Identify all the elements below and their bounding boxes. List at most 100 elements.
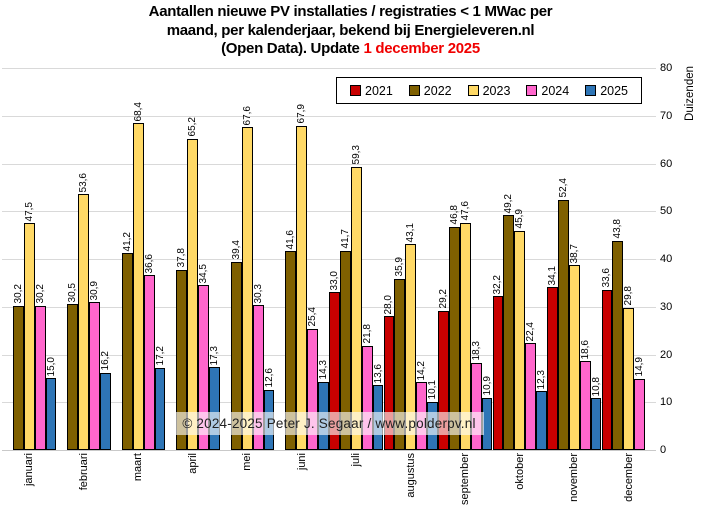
bar-2021-juli <box>329 292 340 450</box>
month-label-oktober: oktober <box>513 453 526 490</box>
month-label-maart: maart <box>132 453 145 482</box>
bar-value-label: 67,6 <box>241 105 253 126</box>
bar-2021-december <box>601 289 613 450</box>
bar-2023-april <box>187 138 199 450</box>
bar-2025-februari <box>100 372 111 450</box>
bar-2024-januari <box>34 305 46 450</box>
month-label-augustus: augustus <box>404 453 417 498</box>
legend-swatch-2025 <box>585 85 597 96</box>
bar-value-label: 14,2 <box>416 360 428 381</box>
bar-2021-augustus <box>383 316 395 450</box>
bar-2023-november <box>568 265 580 450</box>
bar-2022-juni <box>285 251 297 450</box>
bar-value-label: 15,0 <box>45 356 57 377</box>
bar-2022-februari <box>67 304 79 450</box>
bar-value-label: 30,2 <box>34 284 46 304</box>
bar-value-label: 17,2 <box>154 346 166 366</box>
bar-value-label: 53,6 <box>78 172 90 193</box>
bar-value-label: 12,3 <box>536 369 548 390</box>
bar-value-label: 13,6 <box>372 363 384 384</box>
bar-value-label: 36,6 <box>143 253 155 274</box>
gridline-50 <box>2 211 656 213</box>
bar-value-label: 68,4 <box>132 101 144 122</box>
bar-2025-maart <box>154 367 166 450</box>
bar-2023-juni <box>296 125 308 450</box>
y-axis-title: Duizenden <box>684 66 696 121</box>
bar-value-label: 67,9 <box>296 104 308 124</box>
chart-title-line3-prefix: (Open Data). Update <box>221 40 364 57</box>
bar-2023-september <box>459 222 471 450</box>
bar-2025-oktober <box>536 391 547 450</box>
bar-value-label: 21,8 <box>361 324 373 344</box>
x-axis-labels: januari februari maart april mei juni juli augu… <box>2 453 656 519</box>
bar-2024-september <box>470 362 482 450</box>
bar-value-label: 30,9 <box>89 280 101 301</box>
legend-label-2025: 2025 <box>600 83 628 98</box>
watermark: © 2024-2025 Peter J. Segaar / www.polder… <box>2 412 656 435</box>
month-label-mei: mei <box>241 453 254 471</box>
bar-value-label: 25,4 <box>307 307 319 327</box>
bar-2023-december <box>623 307 635 450</box>
bar-2022-december <box>612 240 624 450</box>
bar-value-label: 52,4 <box>557 178 569 198</box>
chart-title-line2: maand, per kalenderjaar, bekend bij Ener… <box>166 21 535 39</box>
bar-value-label: 10,1 <box>427 380 439 400</box>
bar-value-label: 59,3 <box>350 145 362 165</box>
legend: 2021 2022 2023 2024 2025 <box>336 77 642 104</box>
bar-2024-november <box>579 361 591 450</box>
bar-2024-mei <box>252 305 264 450</box>
bar-2023-maart <box>132 123 144 450</box>
legend-label-2021: 2021 <box>365 83 393 98</box>
chart-title: Aantallen nieuwe PV installaties / regis… <box>0 3 701 59</box>
month-label-februari: februari <box>77 453 90 491</box>
bar-2022-september <box>448 226 460 450</box>
legend-label-2023: 2023 <box>482 83 511 98</box>
gridline-80 <box>2 68 656 69</box>
bar-2024-oktober <box>525 343 537 450</box>
legend-item-2024: 2024 <box>526 84 569 98</box>
bar-value-label: 43,1 <box>405 222 417 243</box>
month-label-november: november <box>568 453 581 502</box>
bar-value-label: 43,8 <box>612 219 624 239</box>
bar-2022-augustus <box>394 278 406 450</box>
month-label-juni: juni <box>295 453 308 471</box>
plot-area: 33,0 28,0 29,2 32,2 34,1 33,6 30,2 30,5 41,2 37,8… <box>2 68 656 451</box>
bar-value-label: 16,2 <box>100 351 112 371</box>
y-tick-label-40: 40 <box>660 253 673 265</box>
bar-2022-januari <box>12 305 24 450</box>
bar-2023-januari <box>23 223 35 450</box>
bar-2022-juli <box>339 250 351 450</box>
legend-item-2025: 2025 <box>585 84 628 98</box>
bar-2025-november <box>590 398 602 450</box>
bar-value-label: 10,9 <box>481 376 493 396</box>
bar-2024-februari <box>89 302 101 450</box>
bar-2022-april <box>176 269 188 450</box>
bar-value-label: 22,4 <box>525 321 537 342</box>
bar-value-label: 47,6 <box>459 201 471 221</box>
bar-2024-juli <box>361 345 373 450</box>
y-tick-label-20: 20 <box>660 348 673 361</box>
bar-value-label: 30,3 <box>252 283 264 304</box>
legend-swatch-2023 <box>467 85 479 96</box>
bar-2024-december <box>634 378 646 450</box>
y-tick-label-50: 50 <box>660 205 673 218</box>
bar-2025-april <box>209 367 220 450</box>
bar-2023-oktober <box>514 230 526 450</box>
bar-value-label: 18,3 <box>470 341 482 361</box>
bar-value-label: 34,5 <box>198 263 210 284</box>
legend-item-2021: 2021 <box>350 84 393 98</box>
bar-value-label: 38,7 <box>568 243 580 264</box>
bar-2022-maart <box>121 253 133 450</box>
legend-swatch-2022 <box>408 85 420 96</box>
bar-2021-september <box>438 310 449 450</box>
legend-label-2022: 2022 <box>423 83 452 98</box>
x-axis-line <box>2 450 656 451</box>
bar-2024-juni <box>307 328 319 450</box>
bar-2021-november <box>547 287 558 450</box>
legend-swatch-2021 <box>350 85 361 96</box>
y-tick-label-10: 10 <box>660 396 673 409</box>
y-tick-label-30: 30 <box>660 300 673 313</box>
bar-value-label: 65,2 <box>187 117 199 137</box>
month-label-december: december <box>622 453 635 502</box>
